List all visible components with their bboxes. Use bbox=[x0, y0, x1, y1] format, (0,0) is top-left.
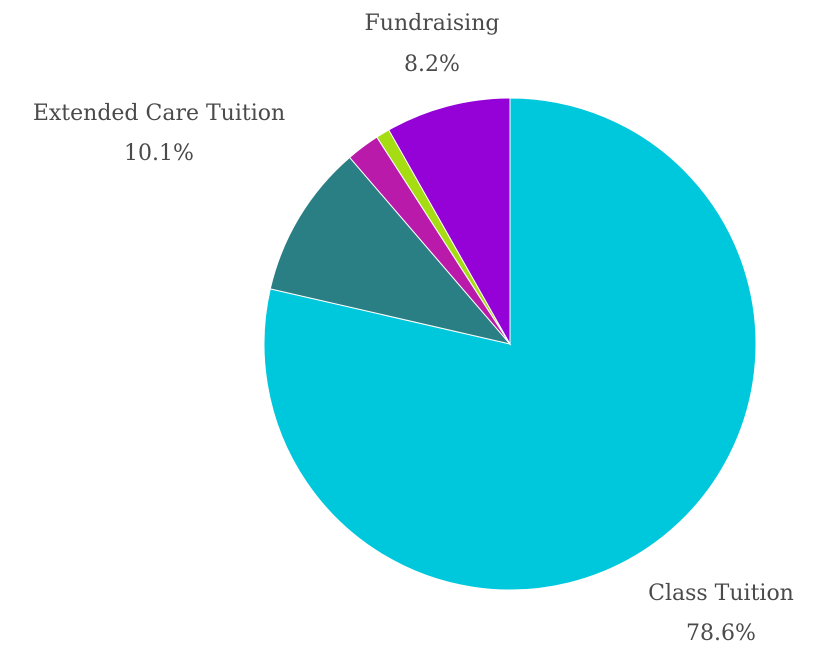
label-class-tuition: Class Tuition 78.6% bbox=[648, 581, 794, 645]
slice-label-fundraising: Fundraising bbox=[365, 11, 500, 36]
slice-label-class-tuition: Class Tuition bbox=[648, 581, 794, 606]
slice-value-extended-care-tuition: 10.1% bbox=[124, 141, 194, 166]
slice-value-fundraising: 8.2% bbox=[404, 52, 460, 77]
pie-slice-fundraising bbox=[388, 97, 511, 346]
slice-label-extended-care-tuition: Extended Care Tuition bbox=[33, 101, 285, 126]
label-extended-care-tuition: Extended Care Tuition 10.1% bbox=[33, 101, 285, 166]
pie-slices bbox=[263, 97, 757, 591]
label-fundraising: Fundraising 8.2% bbox=[365, 11, 500, 77]
slice-value-class-tuition: 78.6% bbox=[686, 621, 756, 645]
pie-slice-extended-care-tuition bbox=[269, 156, 512, 345]
